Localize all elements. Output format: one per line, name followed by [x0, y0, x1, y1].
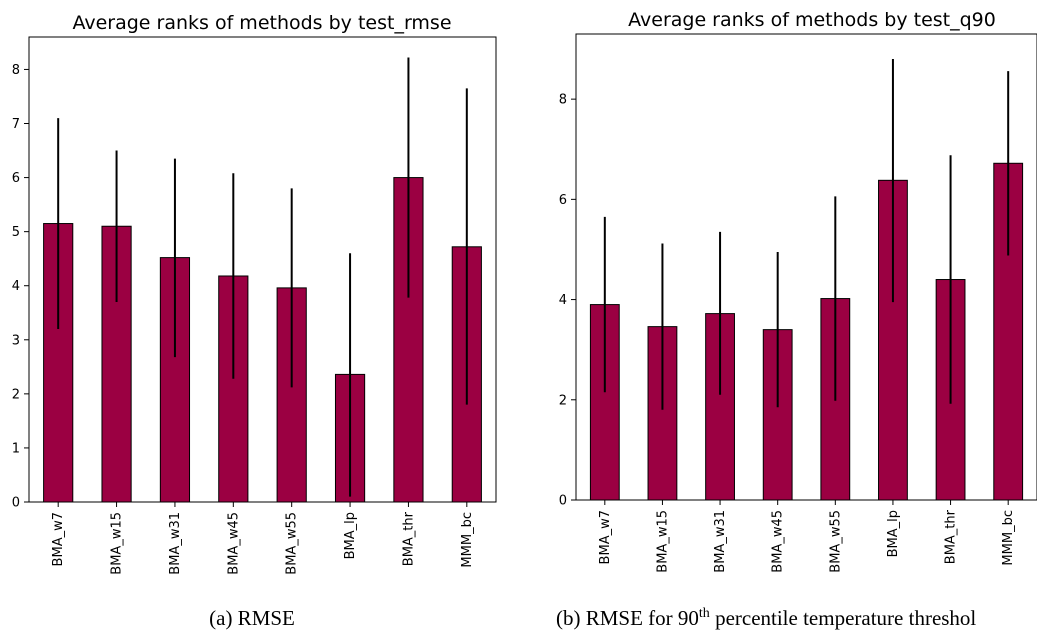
panel-b-error-bars [603, 59, 1010, 410]
x-tick-label-BMA_w55: BMA_w55 [828, 510, 843, 573]
x-tick-label-BMA_lp: BMA_lp [886, 510, 901, 557]
panel-b: Average ranks of methods by test_q90 0 2 4… [556, 9, 1037, 630]
x-tick-label-BMA_thr: BMA_thr [944, 509, 959, 564]
y-tick-label: 6 [559, 193, 567, 208]
x-tick-label-MMM_bc: MMM_bc [1001, 510, 1016, 566]
y-tick-label: 5 [12, 225, 20, 240]
y-tick-label: 6 [12, 171, 20, 186]
panel-a-plot-frame [28, 36, 497, 503]
panel-a-title: Average ranks of methods by test_rmse [72, 12, 451, 34]
x-tick-label-BMA_thr: BMA_thr [401, 511, 416, 566]
x-tick-label-BMA_w7: BMA_w7 [598, 510, 613, 564]
panel-a-caption: (a) RMSE [209, 606, 295, 630]
y-tick-label: 4 [12, 279, 20, 294]
y-tick-label: 8 [559, 93, 567, 108]
bar-BMA_w45 [218, 275, 249, 503]
x-tick-label-BMA_w45: BMA_w45 [771, 510, 786, 573]
panel-a-error-bars [57, 57, 468, 497]
panel-a-y-ticks: 0 1 2 3 4 5 6 7 8 [12, 63, 29, 511]
y-tick-label: 0 [559, 494, 567, 509]
x-tick-label-MMM_bc: MMM_bc [460, 512, 475, 568]
x-tick-label-BMA_w45: BMA_w45 [226, 512, 241, 575]
panel-b-caption-superscript: th [699, 606, 710, 621]
panel-a-bars [43, 177, 482, 503]
panel-a: Average ranks of methods by test_rmse 0 1… [12, 12, 497, 630]
y-tick-label: 0 [12, 496, 20, 511]
panel-b-title: Average ranks of methods by test_q90 [628, 9, 996, 31]
panel-b-plot-frame [575, 33, 1037, 501]
x-tick-label-BMA_w55: BMA_w55 [285, 512, 300, 575]
y-tick-label: 2 [12, 387, 20, 402]
y-tick-label: 8 [12, 63, 20, 78]
y-tick-label: 2 [559, 393, 567, 408]
panel-b-caption-rest: percentile temperature threshol [710, 606, 977, 630]
panel-b-y-ticks: 0 2 4 6 8 [559, 93, 576, 509]
panel-b-x-ticks: BMA_w7 BMA_w15 BMA_w31 BMA_w45 BMA_w55 BMA_lp… [598, 500, 1016, 573]
x-tick-label-BMA_w31: BMA_w31 [713, 510, 728, 573]
x-tick-label-BMA_w15: BMA_w15 [655, 510, 670, 573]
y-tick-label: 1 [12, 441, 20, 456]
y-tick-label: 3 [12, 333, 20, 348]
x-tick-label-BMA_w15: BMA_w15 [110, 512, 125, 575]
panel-b-caption: (b) RMSE for 90th percentile temperature… [556, 606, 976, 630]
y-tick-label: 7 [12, 117, 20, 132]
panel-b-bars [589, 162, 1024, 501]
x-tick-label-BMA_w31: BMA_w31 [168, 512, 183, 575]
x-tick-label-BMA_w7: BMA_w7 [51, 512, 66, 566]
panel-a-x-ticks: BMA_w7 BMA_w15 BMA_w31 BMA_w45 BMA_w55 BMA_lp… [51, 502, 475, 575]
x-tick-label-BMA_lp: BMA_lp [343, 512, 358, 559]
y-tick-label: 4 [559, 293, 567, 308]
panel-b-caption-main: (b) RMSE for 90 [556, 606, 699, 630]
